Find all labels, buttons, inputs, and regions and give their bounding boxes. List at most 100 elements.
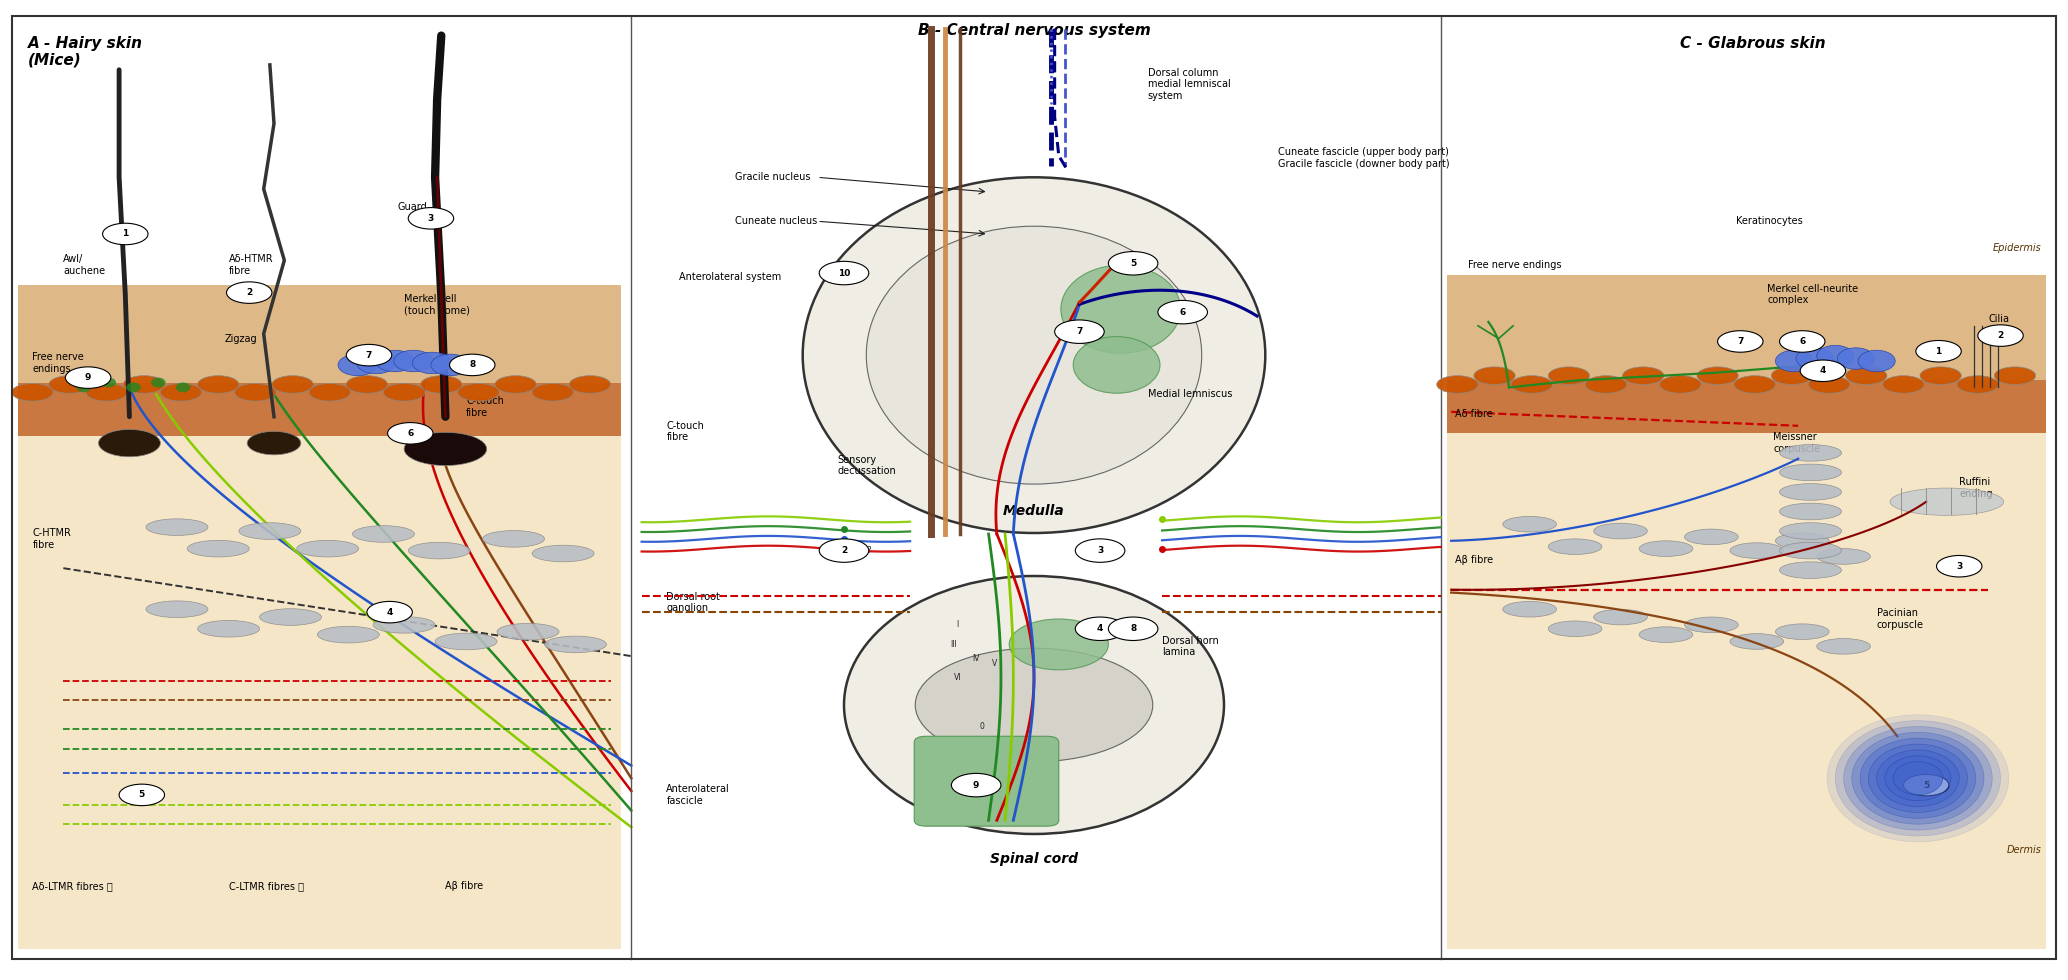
Circle shape (1055, 319, 1104, 343)
Text: Aβ fibre: Aβ fibre (445, 881, 484, 891)
Ellipse shape (1845, 367, 1886, 384)
Text: B - Central nervous system: B - Central nervous system (918, 23, 1150, 38)
Text: C-LTMR fibres ⓣ: C-LTMR fibres ⓣ (230, 881, 304, 891)
Circle shape (1108, 252, 1158, 275)
Text: Medulla: Medulla (1003, 505, 1065, 518)
Ellipse shape (1640, 627, 1694, 643)
Text: 6: 6 (1179, 308, 1185, 317)
Ellipse shape (308, 383, 349, 401)
Ellipse shape (101, 377, 116, 387)
Circle shape (120, 784, 165, 806)
Ellipse shape (1781, 503, 1841, 519)
Circle shape (1781, 330, 1824, 352)
Text: 10: 10 (838, 269, 850, 277)
Text: 2: 2 (1998, 331, 2004, 340)
Ellipse shape (1586, 375, 1628, 393)
Text: 1: 1 (122, 229, 128, 238)
Text: Zigzag: Zigzag (225, 333, 256, 344)
Bar (19, 402, 620, 950)
Ellipse shape (1772, 367, 1812, 384)
Ellipse shape (296, 540, 358, 557)
Text: Medial lemniscus: Medial lemniscus (1148, 389, 1233, 399)
Ellipse shape (1882, 375, 1923, 393)
Text: Cilia: Cilia (1987, 314, 2010, 324)
Bar (1448, 379, 2045, 433)
Text: Aδ-HTMR
fibre: Aδ-HTMR fibre (230, 255, 273, 276)
Text: Free nerve
endings: Free nerve endings (33, 352, 85, 373)
Text: Free nerve endings: Free nerve endings (1468, 261, 1561, 270)
Ellipse shape (531, 383, 573, 401)
Circle shape (449, 354, 494, 375)
Text: III: III (949, 640, 957, 649)
Text: 0: 0 (980, 722, 984, 731)
Ellipse shape (236, 383, 275, 401)
Ellipse shape (124, 375, 165, 393)
Text: 6: 6 (407, 429, 414, 438)
Ellipse shape (1549, 539, 1603, 555)
Ellipse shape (496, 623, 558, 640)
Ellipse shape (1781, 522, 1841, 539)
Ellipse shape (1073, 336, 1160, 393)
FancyBboxPatch shape (914, 736, 1059, 826)
Ellipse shape (77, 382, 91, 392)
Ellipse shape (147, 518, 209, 535)
Ellipse shape (356, 352, 395, 373)
Ellipse shape (1826, 714, 2008, 842)
Ellipse shape (1956, 375, 1998, 393)
Text: ?: ? (866, 546, 871, 555)
Text: A - Hairy skin
(Mice): A - Hairy skin (Mice) (29, 35, 143, 68)
Ellipse shape (1731, 543, 1785, 559)
Text: Cuneate fascicle (upper body part)
Gracile fascicle (downer body part): Cuneate fascicle (upper body part) Graci… (1278, 147, 1450, 169)
Ellipse shape (1698, 367, 1739, 384)
Ellipse shape (352, 525, 414, 542)
Circle shape (951, 773, 1001, 797)
Ellipse shape (1503, 516, 1557, 532)
Text: Dermis: Dermis (2006, 845, 2041, 855)
Text: 7: 7 (1075, 327, 1084, 336)
Text: IV: IV (972, 654, 980, 662)
Ellipse shape (1816, 639, 1869, 655)
Ellipse shape (1549, 367, 1590, 384)
Text: Dorsal root
ganglion: Dorsal root ganglion (666, 592, 720, 613)
Ellipse shape (12, 383, 54, 401)
Ellipse shape (271, 375, 312, 393)
Circle shape (819, 262, 869, 285)
Ellipse shape (1890, 488, 2004, 515)
Text: 9: 9 (85, 373, 91, 382)
Ellipse shape (916, 648, 1152, 761)
Ellipse shape (1816, 345, 1853, 367)
Ellipse shape (403, 432, 486, 466)
Ellipse shape (316, 626, 378, 643)
Text: Aβ fibre: Aβ fibre (1456, 556, 1493, 565)
Text: Cuneate nucleus: Cuneate nucleus (734, 217, 817, 226)
Ellipse shape (1735, 375, 1776, 393)
Ellipse shape (1797, 348, 1832, 369)
Ellipse shape (337, 354, 376, 375)
Text: 8: 8 (1129, 624, 1135, 633)
Text: Gracile nucleus: Gracile nucleus (734, 172, 811, 182)
Circle shape (345, 344, 391, 366)
Circle shape (66, 367, 112, 388)
Text: Merkel cell
(touch dome): Merkel cell (touch dome) (403, 294, 469, 316)
Ellipse shape (1876, 750, 1958, 807)
Text: C - Glabrous skin: C - Glabrous skin (1679, 35, 1826, 51)
Text: Anterolateral system: Anterolateral system (678, 272, 782, 282)
Text: 3: 3 (428, 214, 434, 222)
Text: 1: 1 (1936, 347, 1942, 356)
Ellipse shape (147, 601, 209, 617)
Text: 5: 5 (139, 791, 145, 800)
Ellipse shape (407, 542, 469, 559)
Circle shape (103, 223, 149, 245)
Circle shape (1903, 774, 1948, 796)
Ellipse shape (1009, 619, 1108, 669)
Text: Aδ fibre: Aδ fibre (1456, 409, 1493, 418)
Circle shape (1801, 360, 1845, 381)
Ellipse shape (383, 383, 424, 401)
Text: Guard: Guard (397, 202, 428, 212)
Text: 5: 5 (1129, 259, 1135, 268)
Text: Epidermis: Epidermis (1994, 243, 2041, 253)
Text: Sensory
decussation: Sensory decussation (838, 455, 898, 476)
Text: Spinal cord: Spinal cord (991, 853, 1077, 866)
Ellipse shape (188, 540, 250, 557)
Ellipse shape (802, 177, 1266, 533)
